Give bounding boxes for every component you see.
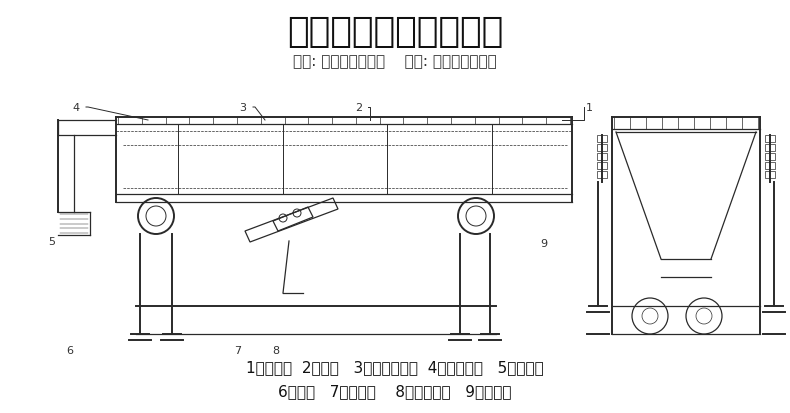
Text: 3: 3 [239, 103, 246, 113]
Text: 7: 7 [235, 345, 242, 355]
Bar [597, 145, 607, 152]
Bar [765, 171, 775, 178]
Bar [597, 136, 607, 142]
Bar [765, 136, 775, 142]
Text: 8: 8 [273, 345, 280, 355]
Text: 2: 2 [355, 103, 362, 113]
Text: 1: 1 [586, 103, 593, 113]
Bar [765, 145, 775, 152]
Text: 4: 4 [73, 103, 80, 113]
Bar [597, 163, 607, 170]
Text: 外形结构图及技术参数: 外形结构图及技术参数 [287, 15, 503, 49]
Bar [597, 171, 607, 178]
Text: 6: 6 [66, 345, 73, 355]
Bar [765, 154, 775, 161]
Text: 9: 9 [540, 238, 547, 248]
Text: 6、支架   7、电机板    8、振动电机   9、筛网架: 6、支架 7、电机板 8、振动电机 9、筛网架 [278, 384, 512, 399]
Text: 5: 5 [48, 236, 55, 247]
Bar [597, 154, 607, 161]
Text: 1、进料口  2、筛箱   3、密封防尘盖  4、隔振弹簧   5、出料口: 1、进料口 2、筛箱 3、密封防尘盖 4、隔振弹簧 5、出料口 [246, 360, 544, 375]
Bar [765, 163, 775, 170]
Text: 诚信: 为自己创造价值    责任: 为用户创造价值: 诚信: 为自己创造价值 责任: 为用户创造价值 [293, 55, 497, 69]
